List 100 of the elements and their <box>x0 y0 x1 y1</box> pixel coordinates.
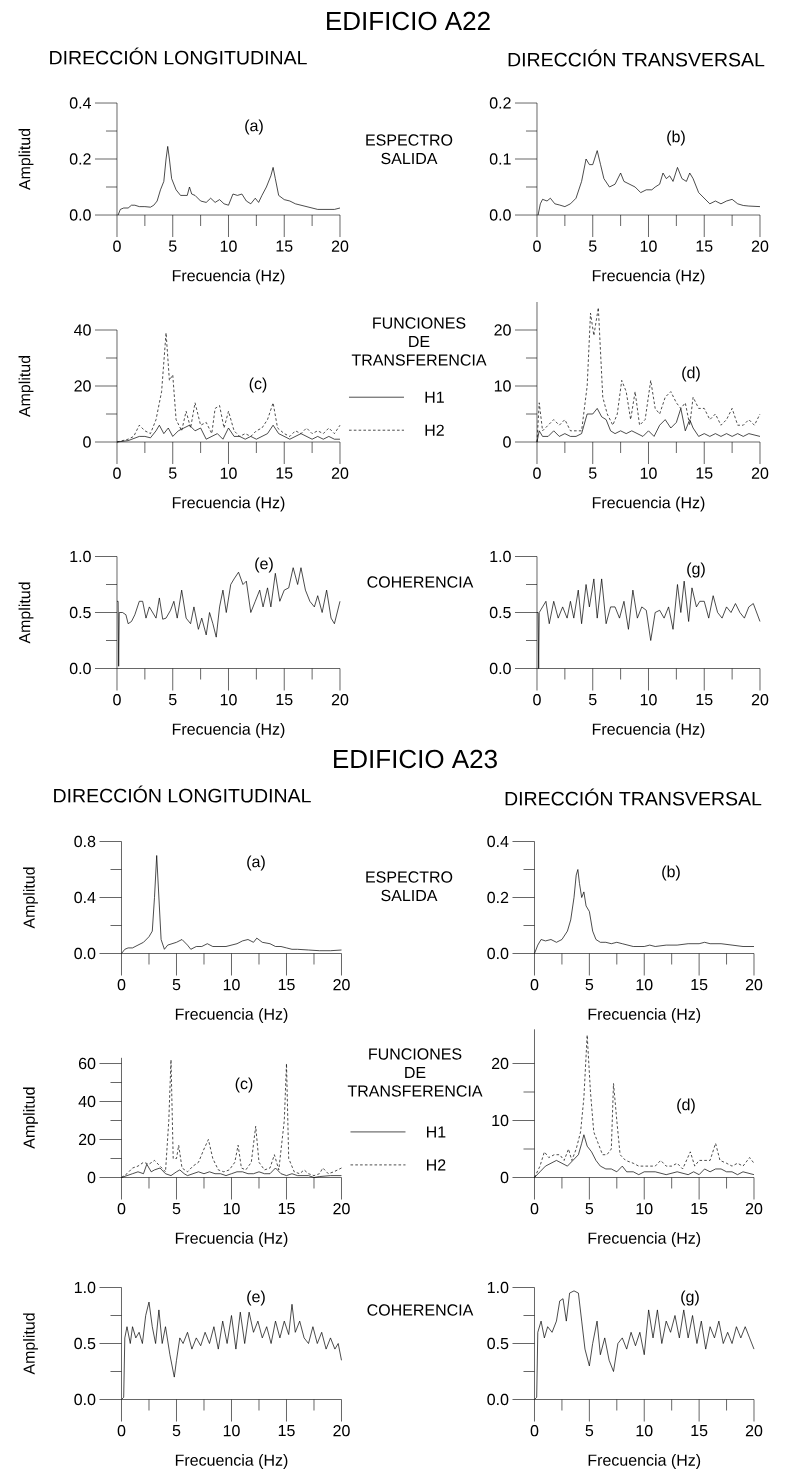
x-tick-label: 10 <box>636 979 653 991</box>
x-tick-label: 5 <box>585 1425 594 1437</box>
y-tick-label: 20 <box>491 1057 509 1070</box>
chart-subtitle: DIRECCIÓN TRANSVERSAL <box>505 788 762 806</box>
annotation: (g) <box>687 562 705 578</box>
x-tick-label: 0 <box>530 1203 539 1215</box>
y-tick-label: 0.1 <box>489 153 511 165</box>
y-tick-label: 0.0 <box>69 209 91 221</box>
annotation: (b) <box>667 130 685 146</box>
x-tick-label: 20 <box>751 694 769 706</box>
x-tick-label: 10 <box>223 979 240 991</box>
x-tick-label: 5 <box>585 1203 594 1215</box>
y-tick-label: 0.4 <box>74 891 96 904</box>
y-axis-title: Amplitud <box>23 1087 38 1149</box>
x-tick-label: 20 <box>331 467 349 479</box>
text: EDIFICIO A22 <box>327 11 490 31</box>
y-tick-label: 0.5 <box>487 1337 509 1350</box>
y-tick-label: 0.0 <box>487 947 509 960</box>
y-tick-label: 0 <box>503 436 511 448</box>
y-axis-title: Amplitud <box>23 1313 38 1375</box>
annotation: (c) <box>235 1077 253 1093</box>
x-tick-label: 20 <box>745 979 763 991</box>
x-axis-title: Frecuencia (Hz) <box>588 1008 701 1023</box>
x-tick-label: 5 <box>588 694 597 706</box>
x-tick-label: 5 <box>588 240 597 252</box>
y-tick-label: 40 <box>78 1095 96 1108</box>
x-axis-title: Frecuencia (Hz) <box>592 496 705 512</box>
x-tick-label: 15 <box>696 694 713 706</box>
x-tick-label: 20 <box>751 240 769 252</box>
x-tick-label: 0 <box>530 1425 539 1437</box>
x-axis-title: Frecuencia (Hz) <box>175 1232 288 1247</box>
y-tick-label: 0.5 <box>69 606 91 619</box>
x-tick-label: 20 <box>333 979 350 991</box>
x-tick-label: 20 <box>331 694 349 706</box>
text: TRANSFERENCIA <box>351 354 487 366</box>
y-axis-title: Amplitud <box>18 582 34 644</box>
x-tick-label: 10 <box>220 240 237 252</box>
y-tick-label: 0 <box>500 1171 509 1184</box>
text: SALIDA <box>381 152 438 165</box>
y-tick-label: 0.8 <box>74 835 96 848</box>
x-tick-label: 10 <box>220 694 237 706</box>
y-tick-label: 0.0 <box>74 947 96 960</box>
x-tick-label: 0 <box>533 240 541 252</box>
x-tick-label: 15 <box>276 467 293 479</box>
x-tick-label: 10 <box>640 467 657 479</box>
x-axis-title: Frecuencia (Hz) <box>588 1232 701 1247</box>
x-tick-label: 15 <box>691 979 708 991</box>
annotation: (a) <box>247 855 265 871</box>
text: TRANSFERENCIA <box>347 1085 483 1097</box>
y-tick-label: 0.0 <box>74 1393 96 1406</box>
x-tick-label: 10 <box>636 1425 653 1437</box>
annotation: (e) <box>255 557 273 573</box>
x-tick-label: 0 <box>533 467 541 479</box>
x-tick-label: 0 <box>533 694 541 706</box>
x-tick-label: 15 <box>691 1203 708 1215</box>
x-tick-label: 20 <box>745 1203 763 1215</box>
text: FUNCIONES <box>373 317 466 329</box>
text: COHERENCIA <box>367 576 474 588</box>
x-tick-label: 5 <box>168 694 177 706</box>
y-tick-label: 0 <box>87 1171 96 1184</box>
x-axis-title: Frecuencia (Hz) <box>592 269 705 285</box>
x-axis-title: Frecuencia (Hz) <box>172 723 285 738</box>
y-tick-label: 0 <box>83 436 91 448</box>
y-tick-label: 0.0 <box>487 1393 509 1406</box>
chart-subtitle: DIRECCIÓN LONGITUDINAL <box>50 47 307 65</box>
text: FUNCIONES <box>369 1048 462 1060</box>
y-tick-label: 0.4 <box>69 97 91 109</box>
legend-label: H1 <box>427 1126 446 1138</box>
y-tick-label: 1.0 <box>487 1281 509 1294</box>
y-tick-label: 0.5 <box>74 1337 96 1350</box>
y-tick-label: 10 <box>492 1114 509 1127</box>
x-tick-label: 10 <box>223 1425 240 1437</box>
x-tick-label: 10 <box>636 1203 653 1215</box>
x-tick-label: 10 <box>640 240 657 252</box>
text: EDIFICIO A23 <box>334 749 497 769</box>
y-tick-label: 0.2 <box>69 153 91 165</box>
x-tick-label: 20 <box>333 1203 350 1215</box>
x-axis-title: Frecuencia (Hz) <box>592 723 705 738</box>
x-axis-title: Frecuencia (Hz) <box>172 269 285 285</box>
y-tick-label: 1.0 <box>74 1281 96 1294</box>
y-tick-label: 1.0 <box>490 550 511 563</box>
chart-subtitle: DIRECCIÓN TRANSVERSAL <box>508 49 765 67</box>
y-tick-label: 10 <box>494 380 511 392</box>
x-tick-label: 0 <box>113 467 121 479</box>
x-tick-label: 20 <box>333 1425 350 1437</box>
text: ESPECTRO <box>366 134 453 146</box>
legend-label: H2 <box>427 1159 446 1171</box>
x-tick-label: 10 <box>640 694 657 706</box>
text: DE <box>409 336 430 348</box>
x-tick-label: 0 <box>117 979 126 991</box>
y-tick-label: 0.0 <box>489 662 511 675</box>
x-tick-label: 0 <box>113 240 121 252</box>
y-tick-label: 0.2 <box>489 97 511 109</box>
legend-label: H1 <box>425 391 444 403</box>
text: DE <box>405 1067 426 1079</box>
x-tick-label: 20 <box>751 467 769 479</box>
annotation: (e) <box>247 1290 265 1306</box>
y-axis-title: Amplitud <box>18 128 34 191</box>
x-tick-label: 0 <box>117 1203 126 1215</box>
x-tick-label: 15 <box>696 467 713 479</box>
